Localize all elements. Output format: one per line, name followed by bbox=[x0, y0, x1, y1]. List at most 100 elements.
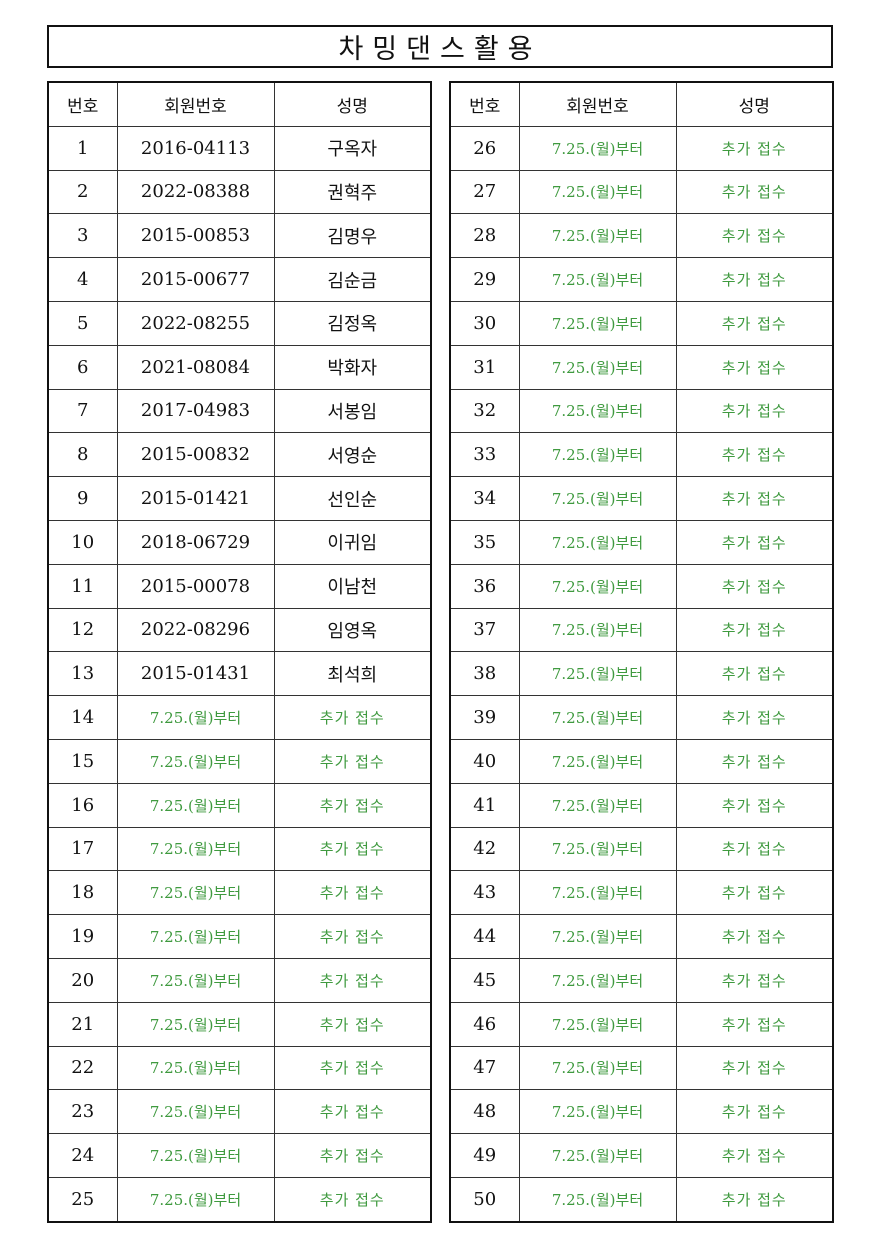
cell-name: 추가 접수 bbox=[273, 695, 432, 740]
cell-no: 27 bbox=[449, 169, 520, 215]
cell-name: 최석희 bbox=[273, 651, 432, 697]
cell-member-id: 7.25.(월)부터 bbox=[116, 1001, 275, 1047]
cell-member-id: 7.25.(월)부터 bbox=[518, 870, 677, 916]
cell-no: 39 bbox=[449, 695, 520, 740]
header-member-id: 회원번호 bbox=[518, 81, 677, 127]
cell-member-id: 2021-08084 bbox=[116, 344, 275, 390]
table-row: 41 7.25.(월)부터 추가 접수 bbox=[449, 782, 834, 828]
cell-name: 추가 접수 bbox=[675, 695, 834, 740]
cell-member-id: 7.25.(월)부터 bbox=[116, 1176, 275, 1223]
cell-no: 23 bbox=[47, 1089, 118, 1135]
roster-table-left: 번호 회원번호 성명 1 2016-04113 구옥자 2 2022-08388 권혁주 3… bbox=[47, 81, 432, 1223]
cell-name: 추가 접수 bbox=[273, 914, 432, 959]
cell-member-id: 2015-00078 bbox=[116, 563, 275, 609]
table-row: 47 7.25.(월)부터 추가 접수 bbox=[449, 1045, 834, 1091]
cell-name: 추가 접수 bbox=[675, 870, 834, 916]
table-row: 25 7.25.(월)부터 추가 접수 bbox=[47, 1176, 432, 1223]
cell-member-id: 7.25.(월)부터 bbox=[116, 914, 275, 959]
cell-member-id: 2022-08255 bbox=[116, 300, 275, 346]
cell-member-id: 7.25.(월)부터 bbox=[518, 257, 677, 302]
table-row: 20 7.25.(월)부터 추가 접수 bbox=[47, 957, 432, 1003]
cell-name: 추가 접수 bbox=[675, 213, 834, 259]
cell-no: 5 bbox=[47, 300, 118, 346]
cell-member-id: 7.25.(월)부터 bbox=[518, 300, 677, 346]
table-row: 37 7.25.(월)부터 추가 접수 bbox=[449, 607, 834, 653]
cell-member-id: 7.25.(월)부터 bbox=[116, 1089, 275, 1135]
cell-member-id: 2015-01431 bbox=[116, 651, 275, 697]
cell-member-id: 2015-00832 bbox=[116, 432, 275, 478]
cell-name: 추가 접수 bbox=[675, 738, 834, 784]
cell-member-id: 7.25.(월)부터 bbox=[116, 826, 275, 872]
table-row: 11 2015-00078 이남천 bbox=[47, 563, 432, 609]
cell-member-id: 2015-00853 bbox=[116, 213, 275, 259]
cell-member-id: 2022-08296 bbox=[116, 607, 275, 653]
page-title: 차밍댄스활용 bbox=[338, 34, 542, 65]
cell-name: 구옥자 bbox=[273, 125, 432, 171]
cell-no: 7 bbox=[47, 388, 118, 434]
table-row: 33 7.25.(월)부터 추가 접수 bbox=[449, 432, 834, 478]
cell-name: 추가 접수 bbox=[675, 782, 834, 828]
table-row: 22 7.25.(월)부터 추가 접수 bbox=[47, 1045, 432, 1091]
cell-name: 추가 접수 bbox=[273, 738, 432, 784]
cell-no: 9 bbox=[47, 476, 118, 521]
cell-no: 33 bbox=[449, 432, 520, 478]
table-row: 14 7.25.(월)부터 추가 접수 bbox=[47, 695, 432, 740]
cell-name: 추가 접수 bbox=[675, 125, 834, 171]
cell-no: 15 bbox=[47, 738, 118, 784]
cell-no: 46 bbox=[449, 1001, 520, 1047]
cell-member-id: 7.25.(월)부터 bbox=[518, 1045, 677, 1091]
table-row: 50 7.25.(월)부터 추가 접수 bbox=[449, 1176, 834, 1223]
cell-no: 40 bbox=[449, 738, 520, 784]
cell-no: 26 bbox=[449, 125, 520, 171]
cell-name: 추가 접수 bbox=[675, 300, 834, 346]
title-box: 차밍댄스활용 bbox=[47, 25, 833, 68]
cell-name: 추가 접수 bbox=[675, 1001, 834, 1047]
cell-name: 박화자 bbox=[273, 344, 432, 390]
cell-name: 김정옥 bbox=[273, 300, 432, 346]
cell-name: 추가 접수 bbox=[675, 344, 834, 390]
table-row: 28 7.25.(월)부터 추가 접수 bbox=[449, 213, 834, 259]
cell-no: 28 bbox=[449, 213, 520, 259]
cell-member-id: 7.25.(월)부터 bbox=[518, 1176, 677, 1223]
table-row: 4 2015-00677 김순금 bbox=[47, 257, 432, 302]
table-row: 48 7.25.(월)부터 추가 접수 bbox=[449, 1089, 834, 1135]
table-row: 40 7.25.(월)부터 추가 접수 bbox=[449, 738, 834, 784]
cell-name: 추가 접수 bbox=[675, 1045, 834, 1091]
cell-name: 서영순 bbox=[273, 432, 432, 478]
cell-member-id: 7.25.(월)부터 bbox=[518, 651, 677, 697]
cell-member-id: 7.25.(월)부터 bbox=[518, 1001, 677, 1047]
cell-name: 추가 접수 bbox=[273, 1045, 432, 1091]
cell-name: 추가 접수 bbox=[675, 388, 834, 434]
cell-name: 추가 접수 bbox=[675, 607, 834, 653]
table-row: 24 7.25.(월)부터 추가 접수 bbox=[47, 1133, 432, 1178]
cell-member-id: 7.25.(월)부터 bbox=[518, 519, 677, 565]
table-row: 46 7.25.(월)부터 추가 접수 bbox=[449, 1001, 834, 1047]
table-row: 27 7.25.(월)부터 추가 접수 bbox=[449, 169, 834, 215]
cell-member-id: 7.25.(월)부터 bbox=[518, 344, 677, 390]
cell-name: 추가 접수 bbox=[675, 914, 834, 959]
cell-name: 추가 접수 bbox=[273, 1133, 432, 1178]
cell-member-id: 7.25.(월)부터 bbox=[518, 957, 677, 1003]
table-row: 30 7.25.(월)부터 추가 접수 bbox=[449, 300, 834, 346]
cell-no: 24 bbox=[47, 1133, 118, 1178]
cell-name: 김순금 bbox=[273, 257, 432, 302]
cell-name: 추가 접수 bbox=[675, 1133, 834, 1178]
cell-member-id: 7.25.(월)부터 bbox=[518, 432, 677, 478]
cell-member-id: 7.25.(월)부터 bbox=[518, 782, 677, 828]
cell-no: 25 bbox=[47, 1176, 118, 1223]
header-no: 번호 bbox=[47, 81, 118, 127]
table-row: 35 7.25.(월)부터 추가 접수 bbox=[449, 519, 834, 565]
table-row: 9 2015-01421 선인순 bbox=[47, 476, 432, 521]
table-row: 43 7.25.(월)부터 추가 접수 bbox=[449, 870, 834, 916]
table-row: 6 2021-08084 박화자 bbox=[47, 344, 432, 390]
cell-name: 추가 접수 bbox=[273, 870, 432, 916]
table-row: 15 7.25.(월)부터 추가 접수 bbox=[47, 738, 432, 784]
header-no: 번호 bbox=[449, 81, 520, 127]
table-row: 3 2015-00853 김명우 bbox=[47, 213, 432, 259]
table-row: 49 7.25.(월)부터 추가 접수 bbox=[449, 1133, 834, 1178]
cell-no: 17 bbox=[47, 826, 118, 872]
cell-no: 49 bbox=[449, 1133, 520, 1178]
table-row: 8 2015-00832 서영순 bbox=[47, 432, 432, 478]
cell-no: 21 bbox=[47, 1001, 118, 1047]
cell-member-id: 7.25.(월)부터 bbox=[518, 388, 677, 434]
